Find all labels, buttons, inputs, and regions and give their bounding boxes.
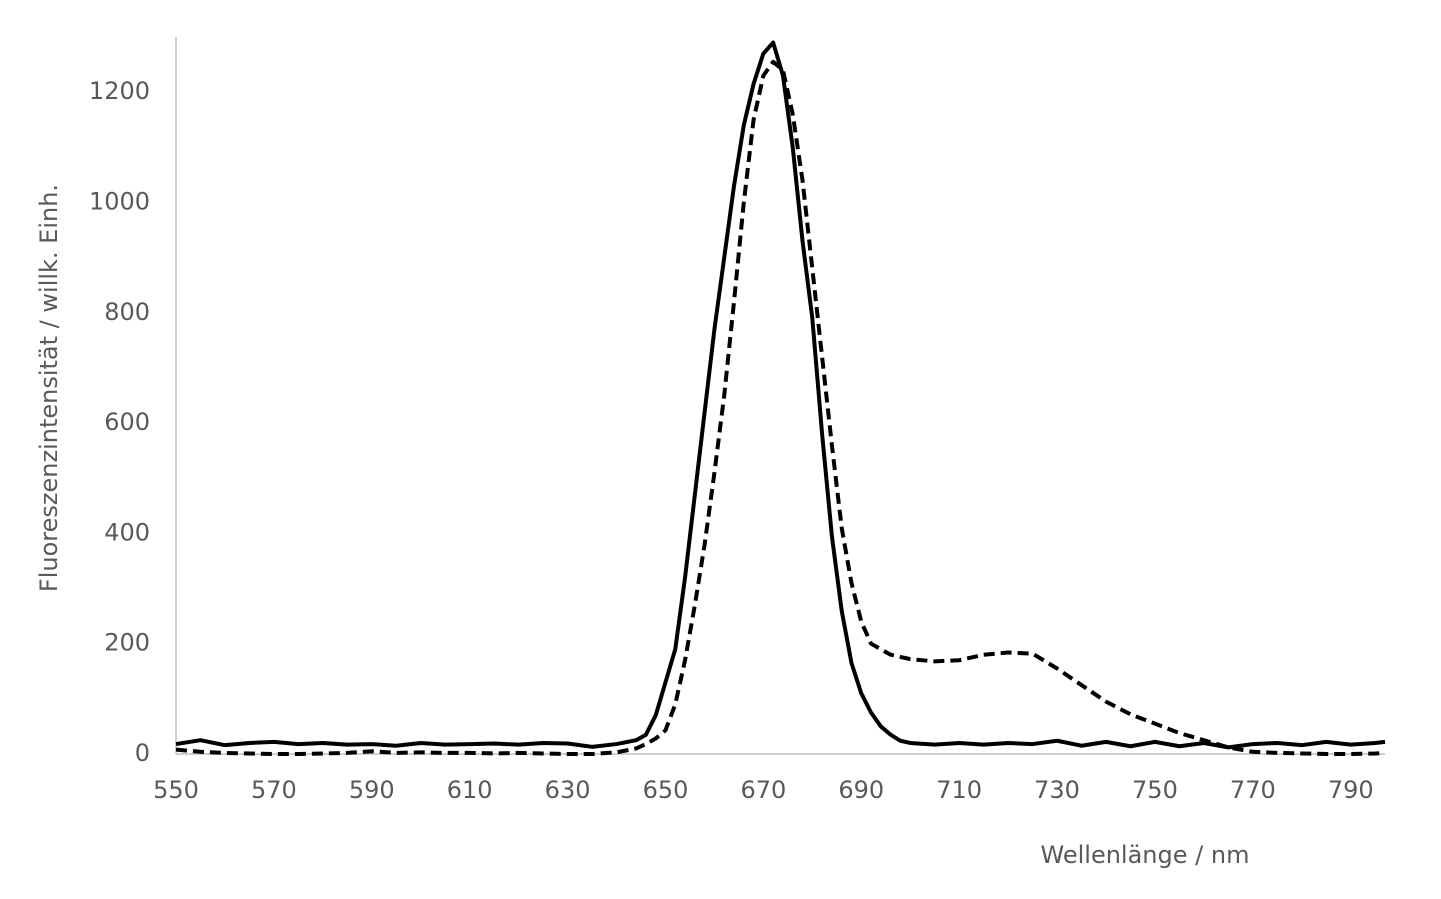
x-tick-label: 670 <box>740 776 786 804</box>
data-line <box>175 40 1386 750</box>
y-tick-label: 1000 <box>89 187 150 215</box>
x-tick-label: 790 <box>1328 776 1374 804</box>
y-tick-label: 1200 <box>89 77 150 105</box>
x-tick-label: 650 <box>643 776 689 804</box>
y-tick-label: 600 <box>104 408 150 436</box>
x-tick-label: 690 <box>838 776 884 804</box>
y-tick-label: 0 <box>135 739 150 767</box>
x-tick-label: 750 <box>1132 776 1178 804</box>
x-tick-label: 770 <box>1230 776 1276 804</box>
y-axis-title: Fluoreszenzintensität / willk. Einh. <box>35 184 63 592</box>
x-tick-label: 590 <box>349 776 395 804</box>
x-tick-label: 570 <box>251 776 297 804</box>
y-tick-label: 400 <box>104 518 150 546</box>
x-tick-label: 610 <box>447 776 493 804</box>
x-axis-title: Wellenlänge / nm <box>1041 841 1250 869</box>
x-tick-label: 710 <box>936 776 982 804</box>
y-tick-label: 800 <box>104 298 150 326</box>
x-tick-label: 730 <box>1034 776 1080 804</box>
y-tick-label: 200 <box>104 629 150 657</box>
x-tick-label: 550 <box>153 776 199 804</box>
x-tick-label: 630 <box>545 776 591 804</box>
data-line <box>175 59 1386 756</box>
